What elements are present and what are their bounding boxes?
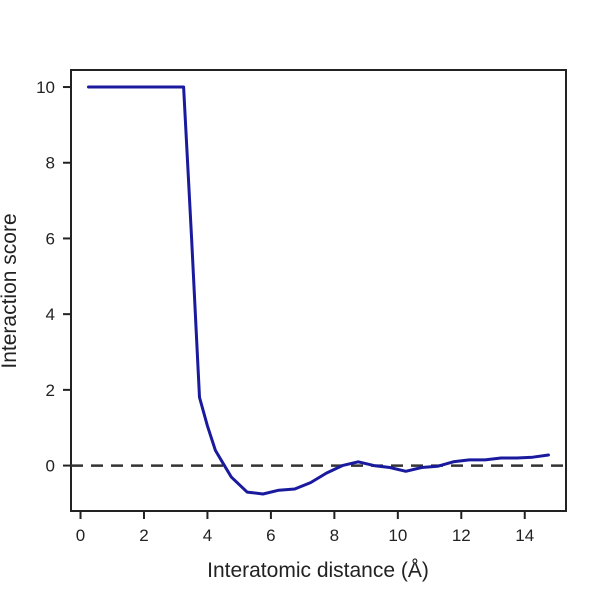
y-tick-label: 4	[46, 305, 55, 324]
y-axis-label: Interaction score	[0, 213, 21, 368]
x-tick-label: 0	[76, 526, 85, 545]
x-axis-ticks: 0 2 4 6 8 10 12 14	[76, 511, 534, 545]
y-tick-label: 0	[46, 457, 55, 476]
x-tick-label: 8	[330, 526, 339, 545]
y-tick-label: 6	[46, 229, 55, 248]
y-tick-label: 8	[46, 154, 55, 173]
x-tick-label: 14	[515, 526, 534, 545]
y-tick-label: 10	[36, 78, 55, 97]
x-tick-label: 4	[203, 526, 212, 545]
x-tick-label: 10	[388, 526, 407, 545]
y-tick-label: 2	[46, 381, 55, 400]
series-line	[87, 85, 550, 496]
x-axis-label: Interatomic distance (Å)	[207, 559, 429, 582]
y-axis-ticks: 0 2 4 6 8 10	[36, 78, 71, 476]
x-tick-label: 2	[139, 526, 148, 545]
x-tick-label: 6	[266, 526, 275, 545]
plot-area-frame	[70, 69, 567, 512]
x-tick-label: 12	[452, 526, 471, 545]
